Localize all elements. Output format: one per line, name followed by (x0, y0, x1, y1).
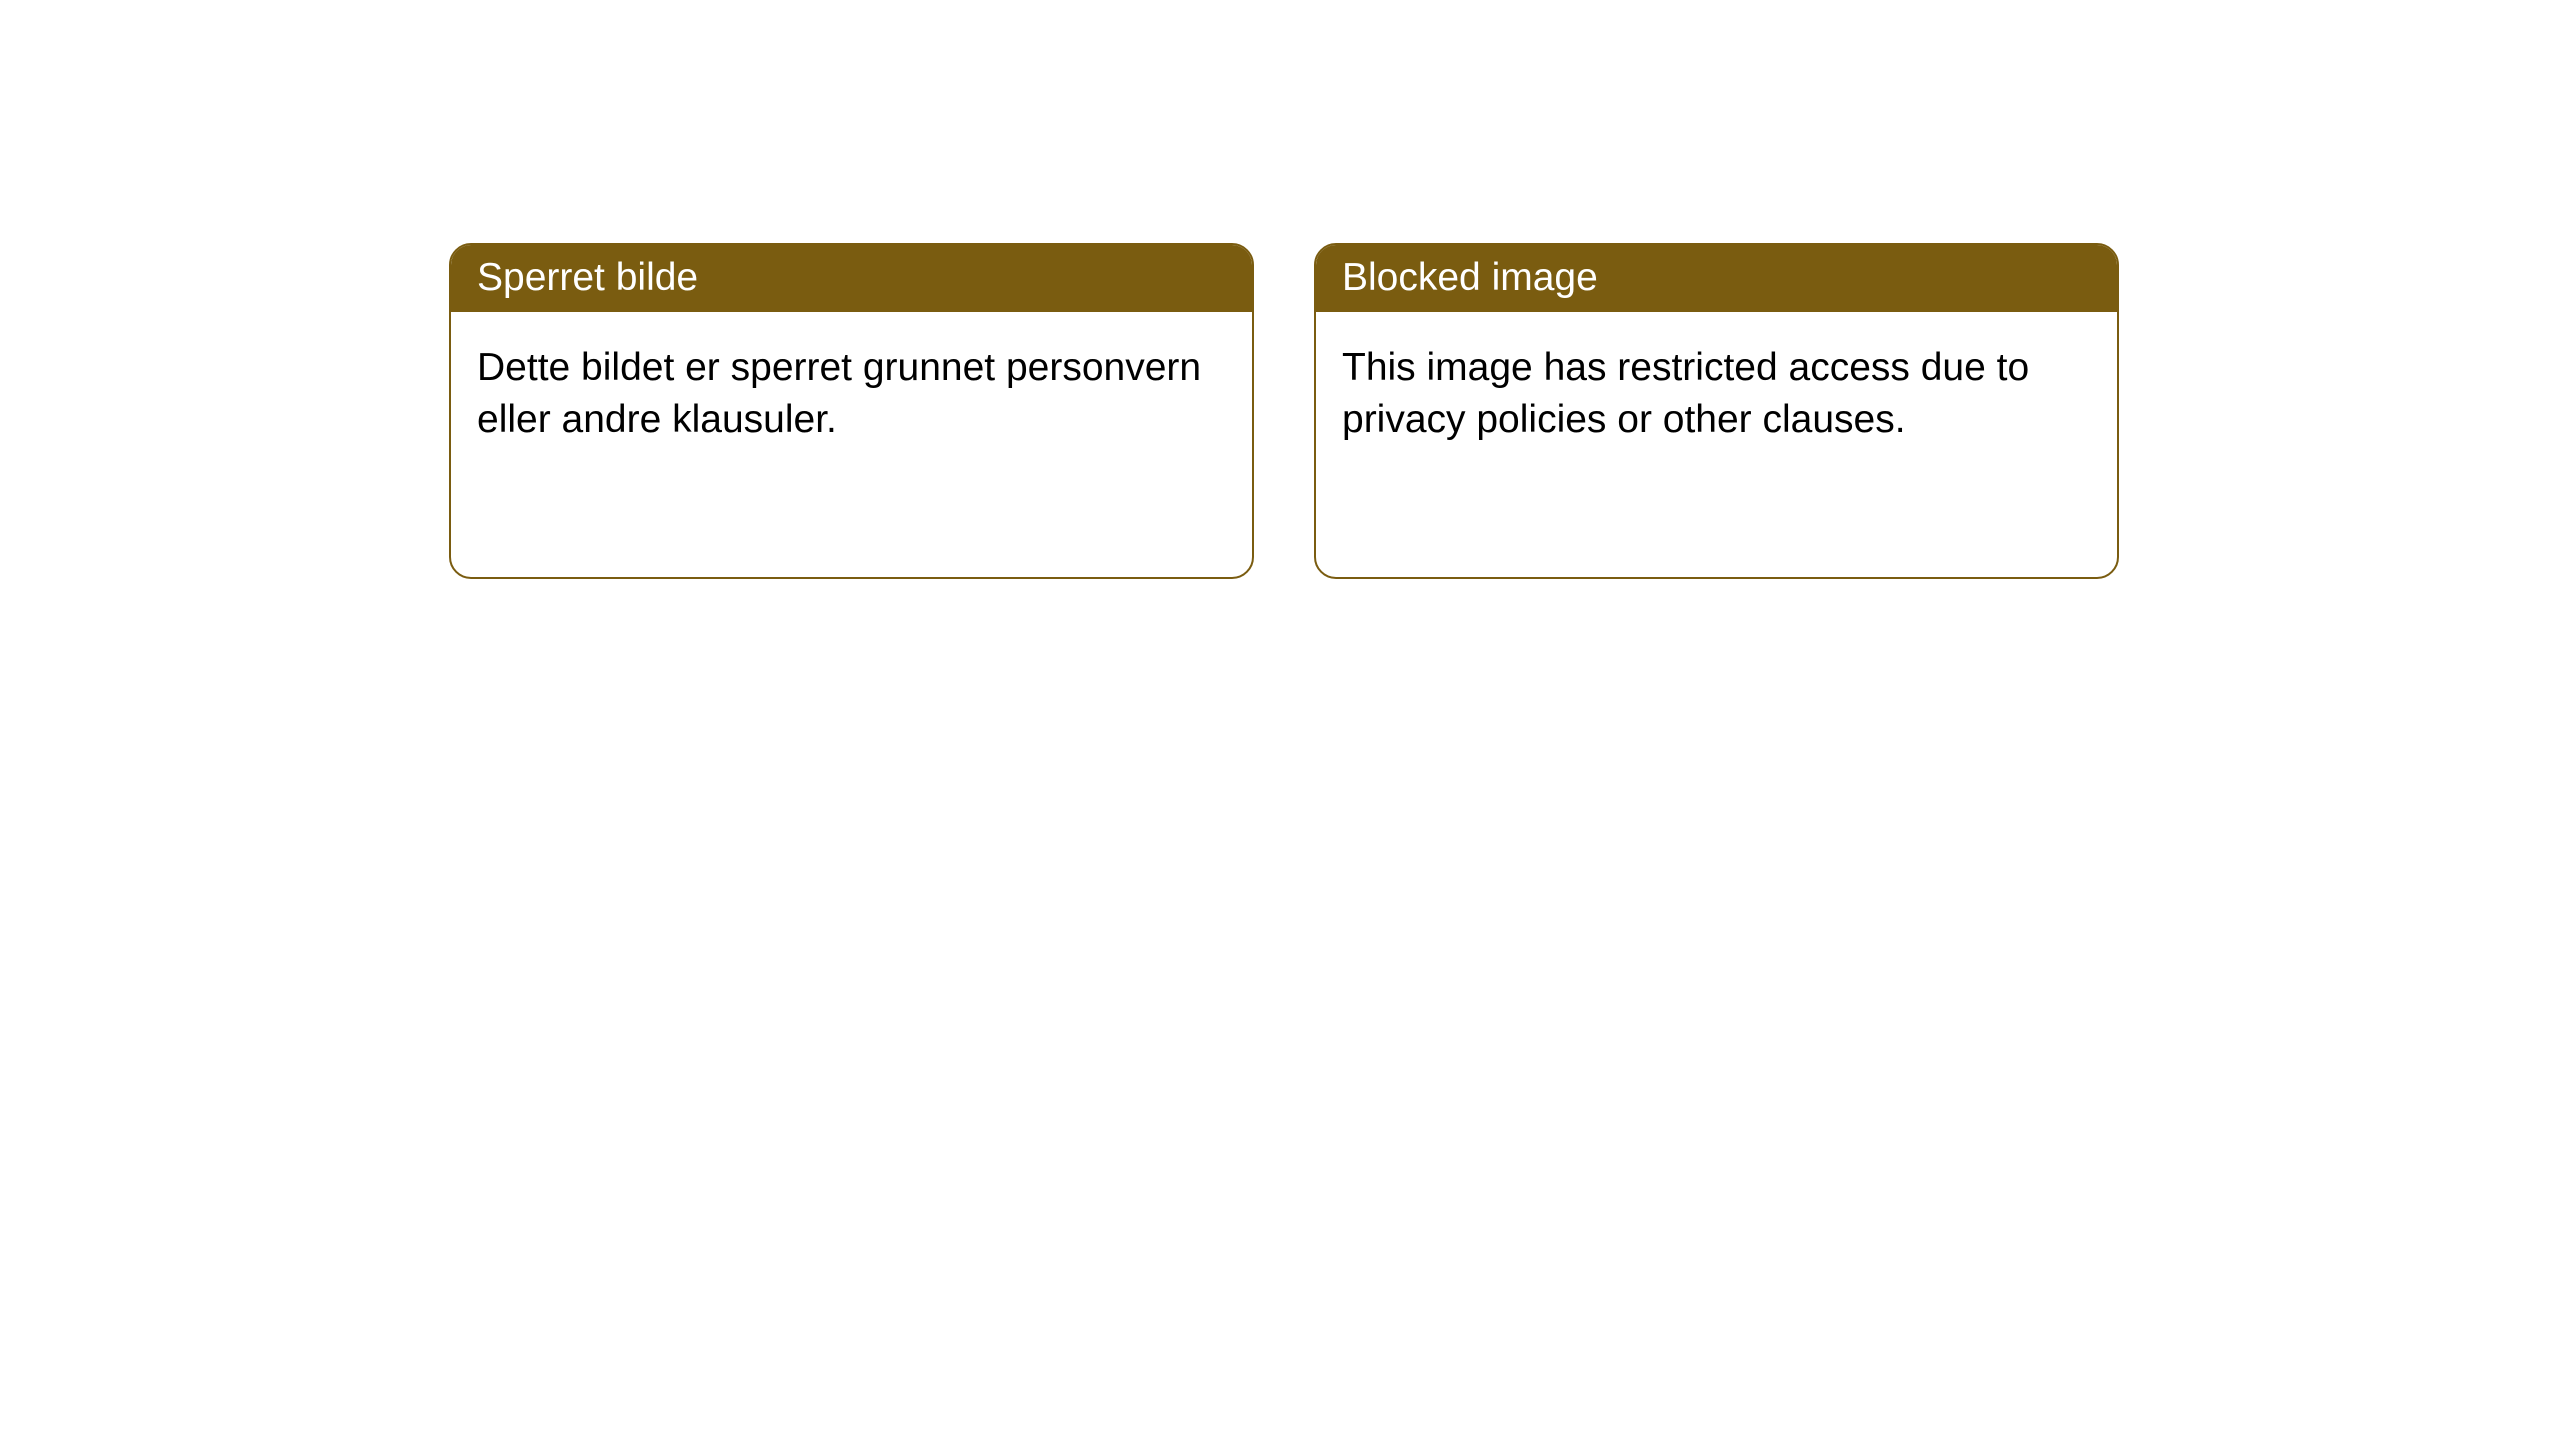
notice-header-english: Blocked image (1316, 245, 2117, 312)
notice-body-english: This image has restricted access due to … (1316, 312, 2117, 476)
notice-header-norwegian: Sperret bilde (451, 245, 1252, 312)
notice-text-english: This image has restricted access due to … (1342, 346, 2029, 441)
notice-box-english: Blocked image This image has restricted … (1314, 243, 2119, 579)
notice-text-norwegian: Dette bildet er sperret grunnet personve… (477, 346, 1201, 441)
notice-body-norwegian: Dette bildet er sperret grunnet personve… (451, 312, 1252, 476)
notice-title-english: Blocked image (1342, 256, 1598, 299)
notices-container: Sperret bilde Dette bildet er sperret gr… (0, 0, 2560, 579)
notice-title-norwegian: Sperret bilde (477, 256, 698, 299)
notice-box-norwegian: Sperret bilde Dette bildet er sperret gr… (449, 243, 1254, 579)
